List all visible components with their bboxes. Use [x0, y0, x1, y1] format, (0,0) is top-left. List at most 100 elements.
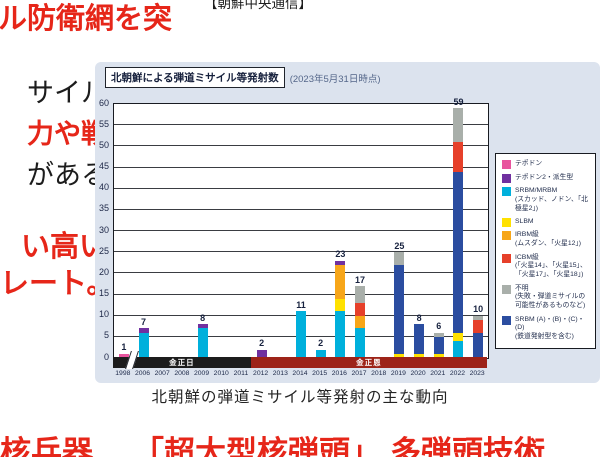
- bar-segment: [118, 353, 129, 358]
- y-axis-label: 40: [98, 182, 109, 193]
- y-axis-label: 35: [98, 203, 109, 214]
- bar-segment: [453, 142, 464, 172]
- gridline: [114, 124, 488, 126]
- y-axis-label: 60: [98, 97, 109, 108]
- x-axis-label: 2022: [449, 370, 466, 377]
- x-axis-label: 2009: [194, 370, 210, 377]
- legend-label: テポドン: [515, 160, 543, 167]
- bar-total-label: 17: [355, 274, 366, 285]
- bar-segment: [453, 108, 464, 143]
- era-label: 金正恩: [356, 357, 382, 367]
- legend-item: 不明 (失敗・弾道ミサイルの 可能性があるものなど): [502, 284, 591, 311]
- y-axis-label: 5: [103, 330, 109, 341]
- y-axis-label: 20: [98, 266, 109, 277]
- legend-label: IRBM級 (ムスダン、「火星12」): [515, 231, 582, 248]
- y-axis-label: 25: [98, 245, 109, 256]
- legend-item: ICBM級 (「火星14」、「火星15」、 「火星17」、「火星18」): [502, 253, 591, 280]
- chart-title: 北朝鮮による弾道ミサイル等発射数: [105, 67, 285, 88]
- text-fragment: サイル: [27, 78, 108, 108]
- legend-item: SLBM: [502, 217, 591, 227]
- bar-total-label: 6: [436, 321, 442, 332]
- chart-panel: 北朝鮮による弾道ミサイル等発射数 (2023年5月31日時点) 0 5 10 15 20…: [95, 62, 600, 383]
- y-axis-label: 0: [103, 351, 109, 362]
- x-axis-label: 1998: [115, 370, 131, 377]
- x-axis-label: 2008: [174, 370, 190, 377]
- y-axis-label: 15: [98, 288, 109, 298]
- gridline: [114, 187, 488, 189]
- legend-label: SRBM/MRBM (スカッド、ノドン、「北極星2」): [515, 187, 588, 212]
- bar-total-label: 25: [394, 240, 405, 251]
- text-fragment: 力や戦: [27, 119, 108, 149]
- bar-segment: [335, 264, 346, 299]
- bar-segment: [296, 311, 306, 358]
- chart-title-row: 北朝鮮による弾道ミサイル等発射数 (2023年5月31日時点): [105, 67, 381, 88]
- legend-swatch: [502, 253, 511, 263]
- bar-segment: [453, 341, 464, 358]
- bar-segment: [453, 332, 464, 342]
- y-axis-label: 30: [98, 224, 109, 235]
- bar-segment: [355, 315, 366, 329]
- bar-segment: [473, 315, 484, 320]
- gridline: [114, 230, 488, 231]
- legend-label: SRBM (A)・(B)・(C)・(D) (鉄道発射型を含む): [515, 315, 585, 341]
- x-axis-label: 2013: [272, 370, 288, 377]
- gridline: [114, 166, 488, 168]
- bar-total-label: 2: [318, 338, 324, 349]
- bar-segment: [355, 286, 366, 303]
- x-axis-label: 2007: [154, 370, 170, 377]
- bar-segment: [355, 328, 366, 358]
- x-axis-label: 2011: [233, 370, 249, 377]
- y-axis-label: 55: [98, 118, 109, 129]
- bar-segment: [394, 353, 405, 358]
- gridline: [114, 272, 488, 274]
- gridline: [114, 145, 488, 147]
- bar-segment: [453, 171, 464, 333]
- bar-segment: [433, 353, 444, 358]
- x-axis-label: 2016: [331, 370, 347, 377]
- bar-segment: [433, 332, 444, 337]
- bar-segment: [138, 328, 149, 333]
- legend-label: テポドン2・派生型: [515, 173, 574, 181]
- x-axis-label: 2017: [351, 370, 367, 377]
- era-label: 金正日: [169, 357, 195, 367]
- bar-total-label: 8: [416, 312, 422, 323]
- bar-segment: [414, 353, 425, 358]
- headline-bottom-segment: 「超大型核弾頭」: [133, 435, 381, 457]
- legend-label: ICBM級 (「火星14」、「火星15」、 「火星17」、「火星18」): [515, 253, 587, 279]
- x-axis-label: 2010: [213, 370, 229, 377]
- x-axis-label: 2012: [253, 370, 269, 377]
- bar-segment: [433, 336, 444, 354]
- legend-swatch: [502, 160, 511, 169]
- x-axis-label: 2020: [410, 370, 426, 377]
- bar-total-label: 8: [200, 312, 206, 323]
- bar-segment: [473, 319, 484, 333]
- y-axis-label: 45: [98, 161, 109, 171]
- legend-item: SRBM (A)・(B)・(C)・(D) (鉄道発射型を含む): [502, 315, 591, 342]
- bar-segment: [355, 302, 366, 316]
- x-axis-label: 2019: [390, 370, 406, 377]
- y-axis-label: 50: [98, 139, 109, 150]
- legend-swatch: [502, 315, 511, 325]
- x-axis-label: 2021: [430, 370, 446, 377]
- legend: テポドンテポドン2・派生型 SRBM/MRBM (スカッド、ノドン、「北極星2」)…: [495, 153, 596, 350]
- text-fragment: レート。: [0, 268, 116, 300]
- legend-item: テポドン2・派生型: [502, 173, 591, 183]
- bar-total-label: 10: [473, 304, 484, 315]
- plot-area: 1 7 8 2 11 2 23 17 25 8 6 59 10: [113, 97, 489, 359]
- bar-segment: [315, 349, 326, 358]
- legend-item: IRBM級 (ムスダン、「火星12」): [502, 231, 591, 249]
- gridline: [114, 208, 488, 210]
- legend-swatch: [502, 217, 511, 227]
- legend-swatch: [502, 231, 511, 241]
- bar-segment: [335, 298, 346, 312]
- bar-segment: [138, 332, 149, 358]
- chart-caption: 北朝鮮の弾道ミサイル等発射の主な動向: [151, 389, 449, 406]
- text-fragment: がある: [27, 160, 108, 190]
- x-axis-label: 2018: [371, 370, 387, 377]
- bar-total-label: 23: [335, 249, 346, 260]
- bar-segment: [335, 311, 346, 358]
- legend-label: 不明 (失敗・弾道ミサイルの 可能性があるものなど): [515, 284, 586, 310]
- bar-segment: [414, 324, 425, 354]
- headline-top: ル防衛網を突: [0, 3, 173, 35]
